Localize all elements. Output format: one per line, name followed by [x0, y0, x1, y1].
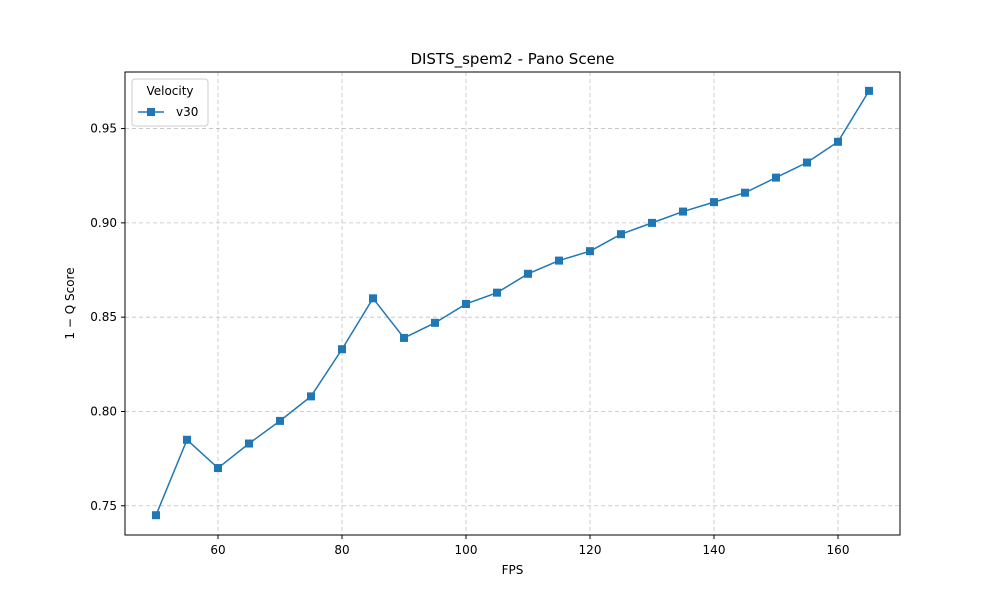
- data-point-marker: [462, 299, 470, 308]
- data-point-marker: [276, 416, 284, 425]
- series-line-v30: [155, 90, 870, 516]
- data-point-marker: [648, 218, 656, 227]
- data-point-marker: [369, 294, 377, 303]
- x-tick-label: 140: [703, 543, 726, 557]
- y-tick-label: 0.95: [90, 122, 117, 136]
- x-tick-label: 100: [455, 543, 478, 557]
- x-tick-label: 160: [827, 543, 850, 557]
- data-point-marker: [803, 158, 811, 167]
- data-point-marker: [214, 464, 222, 473]
- y-tick-label: 0.75: [90, 499, 117, 513]
- y-tick-label: 0.90: [90, 216, 117, 230]
- data-point-marker: [493, 288, 501, 297]
- data-point-marker: [307, 392, 315, 401]
- data-point-marker: [524, 269, 532, 278]
- data-point-marker: [152, 511, 160, 520]
- data-point-marker: [772, 173, 780, 182]
- data-point-marker: [834, 137, 842, 146]
- data-point-marker: [400, 333, 408, 342]
- x-tick-label: 80: [334, 543, 349, 557]
- data-point-marker: [586, 247, 594, 256]
- data-point-marker: [710, 198, 718, 207]
- x-tick-label: 120: [579, 543, 602, 557]
- legend: Velocity v30: [131, 78, 209, 127]
- data-point-marker: [741, 188, 749, 197]
- x-axis-label: FPS: [502, 563, 524, 577]
- legend-label-v30: v30: [176, 105, 198, 119]
- legend-marker: [147, 108, 155, 116]
- data-point-marker: [865, 86, 873, 95]
- y-tick-label: 0.85: [90, 310, 117, 324]
- legend-title: Velocity: [146, 84, 193, 98]
- data-point-marker: [431, 318, 439, 327]
- chart-title: DISTS_spem2 - Pano Scene: [410, 50, 614, 69]
- data-point-marker: [679, 207, 687, 216]
- y-axis-label: 1 − Q Score: [63, 267, 77, 339]
- data-point-marker: [183, 435, 191, 444]
- data-point-marker: [617, 230, 625, 239]
- data-point-marker: [245, 439, 253, 448]
- y-tick-label: 0.80: [90, 404, 117, 418]
- data-point-marker: [555, 256, 563, 265]
- data-point-marker: [338, 345, 346, 354]
- plot-area: [124, 71, 901, 536]
- x-tick-label: 60: [210, 543, 225, 557]
